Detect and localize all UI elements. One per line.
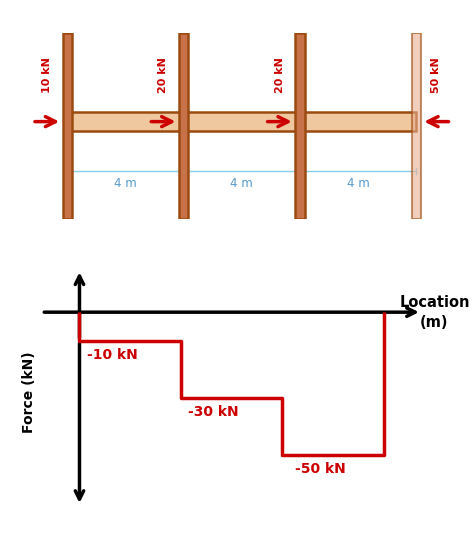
Bar (411, 33, 421, 219)
Text: Location: Location (399, 295, 470, 309)
Text: -30 kN: -30 kN (189, 405, 239, 419)
Text: Force (kN): Force (kN) (22, 351, 36, 433)
Text: (m): (m) (420, 315, 449, 330)
Text: 10 kN: 10 kN (42, 57, 52, 93)
Text: 20 kN: 20 kN (158, 57, 168, 93)
Bar (295, 33, 304, 219)
Bar (67, 112, 416, 131)
Bar (179, 33, 188, 219)
Bar (63, 33, 72, 219)
Text: 4 m: 4 m (114, 177, 137, 190)
Text: 4 m: 4 m (346, 177, 369, 190)
Text: -10 kN: -10 kN (87, 348, 138, 362)
Text: 20 kN: 20 kN (274, 57, 285, 93)
Text: 50 kN: 50 kN (431, 57, 441, 93)
Text: -50 kN: -50 kN (295, 462, 346, 476)
Text: 4 m: 4 m (230, 177, 253, 190)
